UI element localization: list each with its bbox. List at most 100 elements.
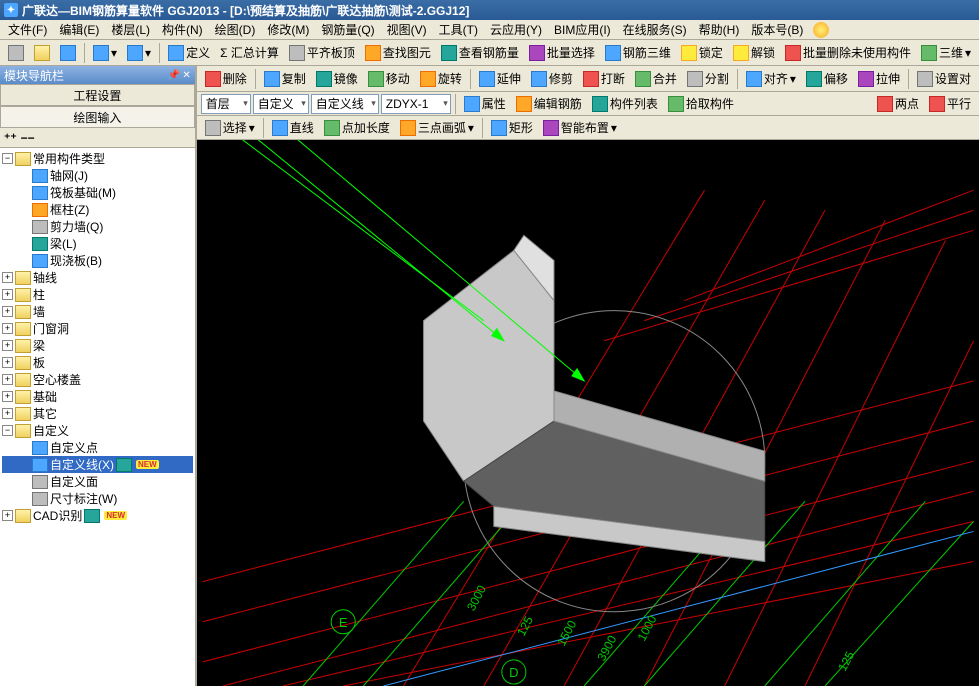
complist-button[interactable]: 构件列表 [588, 93, 662, 114]
save-button[interactable] [56, 43, 80, 63]
canvas[interactable]: 3000 125 1500 3900 1000 125 E D [197, 140, 979, 686]
menu-help[interactable]: 帮助(H) [693, 19, 746, 40]
tree-doorwin[interactable]: +门窗洞 [2, 320, 193, 337]
menu-floor[interactable]: 楼层(L) [105, 19, 156, 40]
3d-button[interactable]: 三维▾ [917, 42, 975, 63]
tree-common[interactable]: −常用构件类型 [2, 150, 193, 167]
setdlg-button[interactable]: 设置对 [913, 68, 975, 89]
tree-custom[interactable]: −自定义 [2, 422, 193, 439]
split-button[interactable]: 分割 [683, 68, 733, 89]
vp-toolbar-2: 首层 自定义 自定义线 ZDYX-1 属性 编辑钢筋 构件列表 拾取构件 两点 … [197, 92, 979, 116]
tree-raft[interactable]: 筏板基础(M) [2, 184, 193, 201]
menu-file[interactable]: 文件(F) [2, 19, 53, 40]
line-button[interactable]: 直线 [268, 117, 318, 138]
redo-button[interactable]: ▾ [123, 43, 155, 63]
trim-button[interactable]: 修剪 [527, 68, 577, 89]
menu-edit[interactable]: 编辑(E) [53, 19, 105, 40]
menu-view[interactable]: 视图(V) [381, 19, 433, 40]
vp-toolbar-3: 选择▾ 直线 点加长度 三点画弧▾ 矩形 智能布置▾ [197, 116, 979, 140]
tree-slab[interactable]: +板 [2, 354, 193, 371]
menubar: 文件(F) 编辑(E) 楼层(L) 构件(N) 绘图(D) 修改(M) 钢筋量(… [0, 20, 979, 40]
svg-text:1500: 1500 [554, 618, 579, 648]
sum-button[interactable]: Σ 汇总计算 [216, 42, 283, 63]
define-button[interactable]: 定义 [164, 42, 214, 63]
tree-customsurface[interactable]: 自定义面 [2, 473, 193, 490]
twopoint-button[interactable]: 两点 [873, 93, 923, 114]
merge-button[interactable]: 合并 [631, 68, 681, 89]
titlebar: ✦ 广联达—BIM钢筋算量软件 GGJ2013 - [D:\预结算及抽筋\广联达… [0, 0, 979, 20]
pointlen-button[interactable]: 点加长度 [320, 117, 394, 138]
pick-button[interactable]: 拾取构件 [664, 93, 738, 114]
pin-icon[interactable]: 📌 [168, 70, 180, 81]
code-dropdown[interactable]: ZDYX-1 [381, 94, 451, 114]
props-button[interactable]: 属性 [460, 93, 510, 114]
new-button[interactable] [4, 43, 28, 63]
subtype-dropdown[interactable]: 自定义线 [311, 94, 379, 114]
batch-del-button[interactable]: 批量删除未使用构件 [781, 42, 915, 63]
lock-button[interactable]: 锁定 [677, 42, 727, 63]
arc-button[interactable]: 三点画弧▾ [396, 117, 478, 138]
menu-component[interactable]: 构件(N) [156, 19, 209, 40]
menu-version[interactable]: 版本号(B) [745, 19, 809, 40]
tree-other[interactable]: +其它 [2, 405, 193, 422]
svg-text:125: 125 [835, 649, 857, 674]
tree-foundation[interactable]: +基础 [2, 388, 193, 405]
copy-button[interactable]: 复制 [260, 68, 310, 89]
tree-customline[interactable]: 自定义线(X)NEW [2, 456, 193, 473]
tree-column[interactable]: +柱 [2, 286, 193, 303]
stretch-button[interactable]: 拉伸 [854, 68, 904, 89]
batch-select-button[interactable]: 批量选择 [525, 42, 599, 63]
menu-tools[interactable]: 工具(T) [433, 19, 484, 40]
tree-castslab[interactable]: 现浇板(B) [2, 252, 193, 269]
unlock-button[interactable]: 解锁 [729, 42, 779, 63]
tree-framecol[interactable]: 框柱(Z) [2, 201, 193, 218]
find-view-button[interactable]: 查找图元 [361, 42, 435, 63]
category-dropdown[interactable]: 自定义 [253, 94, 309, 114]
tree-axisnet[interactable]: 轴网(J) [2, 167, 193, 184]
svg-text:3900: 3900 [594, 633, 619, 663]
menu-rebar[interactable]: 钢筋量(Q) [315, 19, 380, 40]
break-button[interactable]: 打断 [579, 68, 629, 89]
tree-cad[interactable]: +CAD识别NEW [2, 507, 193, 524]
mirror-button[interactable]: 镜像 [312, 68, 362, 89]
tree-beam2[interactable]: +梁 [2, 337, 193, 354]
check-rebar-button[interactable]: 查看钢筋量 [437, 42, 523, 63]
svg-text:3000: 3000 [464, 583, 489, 613]
align-button[interactable]: 对齐▾ [742, 68, 800, 89]
menu-draw[interactable]: 绘图(D) [209, 19, 262, 40]
tab-project[interactable]: 工程设置 [0, 84, 195, 106]
editrebar-button[interactable]: 编辑钢筋 [512, 93, 586, 114]
parallel-button[interactable]: 平行 [925, 93, 975, 114]
floor-dropdown[interactable]: 首层 [201, 94, 251, 114]
smart-button[interactable]: 智能布置▾ [539, 117, 621, 138]
move-button[interactable]: 移动 [364, 68, 414, 89]
svg-text:1000: 1000 [634, 613, 659, 643]
tree-wall[interactable]: +墙 [2, 303, 193, 320]
tree-beam[interactable]: 梁(L) [2, 235, 193, 252]
select-button[interactable]: 选择▾ [201, 117, 259, 138]
rect-button[interactable]: 矩形 [487, 117, 537, 138]
close-panel-icon[interactable]: ✕ [182, 70, 190, 81]
tree-dim[interactable]: 尺寸标注(W) [2, 490, 193, 507]
undo-button[interactable]: ▾ [89, 43, 121, 63]
help-face-icon[interactable] [813, 22, 829, 38]
open-button[interactable] [30, 43, 54, 63]
tab-draw[interactable]: 绘图输入 [0, 106, 195, 128]
expand-icon[interactable]: ⁺⁺ [4, 131, 17, 145]
tree-hollow[interactable]: +空心楼盖 [2, 371, 193, 388]
panel-title: 模块导航栏 [4, 67, 64, 84]
tree-shearwall[interactable]: 剪力墙(Q) [2, 218, 193, 235]
offset-button[interactable]: 偏移 [802, 68, 852, 89]
extend-button[interactable]: 延伸 [475, 68, 525, 89]
rotate-button[interactable]: 旋转 [416, 68, 466, 89]
rebar-3d-button[interactable]: 钢筋三维 [601, 42, 675, 63]
tree-axis[interactable]: +轴线 [2, 269, 193, 286]
menu-cloud[interactable]: 云应用(Y) [484, 19, 548, 40]
flat-button[interactable]: 平齐板顶 [285, 42, 359, 63]
menu-online[interactable]: 在线服务(S) [617, 19, 693, 40]
tree-custompoint[interactable]: 自定义点 [2, 439, 193, 456]
collapse-icon[interactable]: −− [21, 131, 35, 145]
menu-bim[interactable]: BIM应用(I) [548, 19, 617, 40]
delete-button[interactable]: 删除 [201, 68, 251, 89]
menu-modify[interactable]: 修改(M) [261, 19, 315, 40]
